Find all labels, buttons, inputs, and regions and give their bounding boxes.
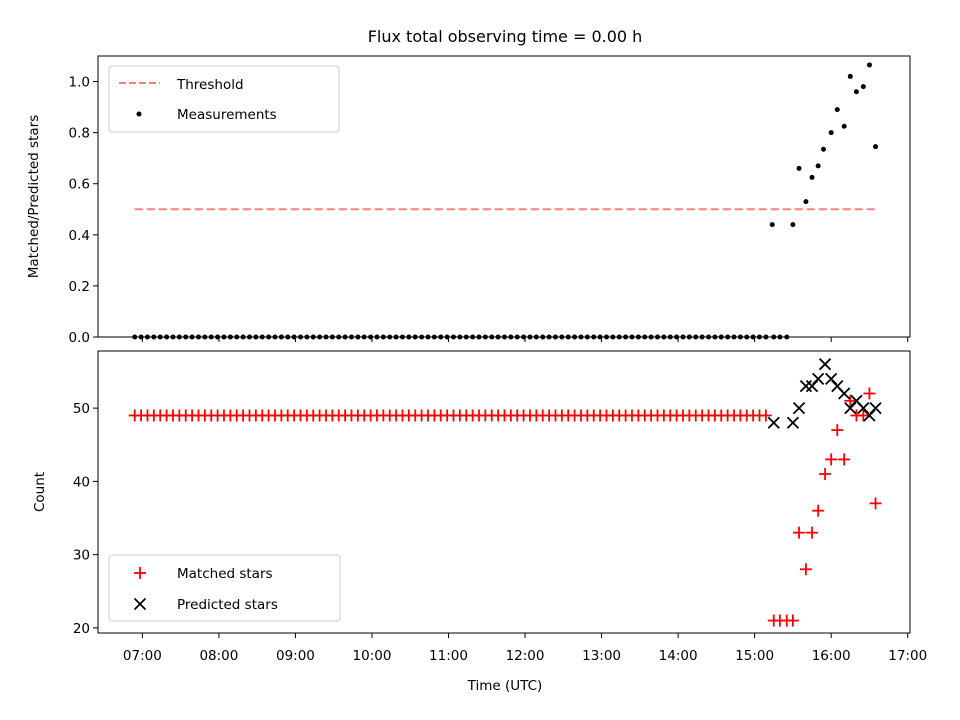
measurement-point bbox=[803, 199, 809, 205]
ratio-y-axis-label: Matched/Predicted stars bbox=[26, 115, 42, 278]
y-tick-label: 40 bbox=[73, 474, 90, 490]
measurement-point bbox=[828, 130, 834, 136]
legend-predicted-swatch bbox=[133, 597, 147, 611]
ratio-legend: Threshold Measurements bbox=[108, 65, 340, 133]
matched-star-point bbox=[857, 409, 870, 422]
measurement-point bbox=[841, 123, 847, 129]
ratio-x-ticks bbox=[141, 337, 909, 342]
count-plot-area bbox=[128, 358, 882, 627]
measurement-point bbox=[821, 146, 827, 152]
measurement-point bbox=[769, 222, 775, 228]
measurement-point bbox=[834, 107, 840, 113]
x-tick-label: 10:00 bbox=[353, 648, 392, 664]
ratio-y-axis: 0.0 0.2 0.4 0.6 0.8 1.0 bbox=[69, 75, 98, 346]
count-legend-box bbox=[108, 554, 341, 622]
x-tick-label: 07:00 bbox=[123, 648, 162, 664]
matched-star-point bbox=[812, 504, 825, 517]
y-tick-label: 1.0 bbox=[69, 75, 90, 91]
x-tick-label: 17:00 bbox=[888, 648, 927, 664]
measurement-point bbox=[796, 165, 802, 171]
count-y-axis-label: Count bbox=[32, 472, 48, 512]
x-tick-label: 11:00 bbox=[429, 648, 468, 664]
predicted-star-point bbox=[786, 416, 800, 429]
predicted-star-point bbox=[869, 401, 882, 415]
measurement-point bbox=[815, 163, 821, 169]
x-tick-label: 15:00 bbox=[735, 648, 774, 664]
predicted-star-point bbox=[767, 416, 780, 429]
matched-star-point bbox=[869, 497, 882, 510]
matched-star-point bbox=[863, 387, 876, 400]
x-tick-label: 14:00 bbox=[659, 648, 698, 664]
matched-star-point bbox=[819, 468, 832, 481]
matched-star-point bbox=[806, 526, 819, 539]
y-tick-label: 50 bbox=[73, 401, 90, 417]
ratio-legend-box bbox=[108, 65, 340, 133]
x-axis-label: Time (UTC) bbox=[467, 678, 543, 694]
predicted-star-point bbox=[792, 401, 806, 415]
matched-star-point bbox=[793, 526, 806, 539]
time-x-axis: 07:00 08:00 09:00 10:00 11:00 12:00 13:00 14:00… bbox=[123, 633, 927, 664]
measurement-point bbox=[847, 73, 853, 79]
count-panel-frame bbox=[97, 350, 911, 634]
count-y-axis: 20 30 40 50 bbox=[73, 401, 98, 637]
measurement-point bbox=[853, 89, 859, 95]
matched-star-point bbox=[844, 394, 857, 407]
predicted-star-point bbox=[799, 380, 813, 393]
y-tick-label: 30 bbox=[73, 548, 90, 564]
measurement-point bbox=[860, 84, 866, 90]
x-tick-label: 13:00 bbox=[582, 648, 621, 664]
x-tick-label: 16:00 bbox=[812, 648, 851, 664]
predicted-star-point bbox=[812, 372, 825, 385]
legend-predicted-label: Predicted stars bbox=[177, 597, 278, 613]
measurement-point bbox=[873, 144, 879, 150]
y-tick-label: 0.2 bbox=[69, 279, 90, 295]
count-legend: Matched stars Predicted stars bbox=[108, 554, 341, 622]
matched-star-point bbox=[831, 424, 844, 437]
x-tick-label: 08:00 bbox=[199, 648, 238, 664]
matched-star-point bbox=[825, 453, 838, 466]
chart-title: Flux total observing time = 0.00 h bbox=[368, 27, 643, 46]
measurement-point bbox=[809, 174, 815, 180]
legend-measurements-label: Measurements bbox=[177, 107, 277, 123]
measurement-point bbox=[790, 222, 796, 228]
predicted-star-point bbox=[818, 358, 832, 371]
predicted-star-point bbox=[838, 387, 851, 400]
legend-matched-label: Matched stars bbox=[177, 566, 273, 582]
measurement-point bbox=[866, 62, 872, 68]
matched-star-point bbox=[759, 409, 772, 422]
y-tick-label: 0.0 bbox=[69, 330, 90, 346]
legend-matched-swatch bbox=[134, 567, 146, 579]
y-tick-label: 0.6 bbox=[69, 177, 90, 193]
matched-star-point bbox=[786, 614, 799, 627]
legend-threshold-label: Threshold bbox=[176, 77, 244, 93]
ratio-panel: 0.0 0.2 0.4 0.6 0.8 1.0 Matched/Predicted sta… bbox=[26, 55, 911, 346]
legend-measurements-swatch bbox=[136, 111, 142, 117]
ratio-panel-frame bbox=[97, 55, 911, 338]
y-tick-label: 20 bbox=[73, 621, 90, 637]
y-tick-label: 0.4 bbox=[69, 228, 90, 244]
x-tick-label: 09:00 bbox=[276, 648, 315, 664]
matched-star-point bbox=[838, 453, 851, 466]
count-panel: 20 30 40 50 07:00 08:00 09:00 10:00 11:00 12:00 1… bbox=[32, 350, 927, 694]
y-tick-label: 0.8 bbox=[69, 126, 90, 142]
matched-star-point bbox=[799, 563, 812, 576]
x-tick-label: 12:00 bbox=[506, 648, 545, 664]
